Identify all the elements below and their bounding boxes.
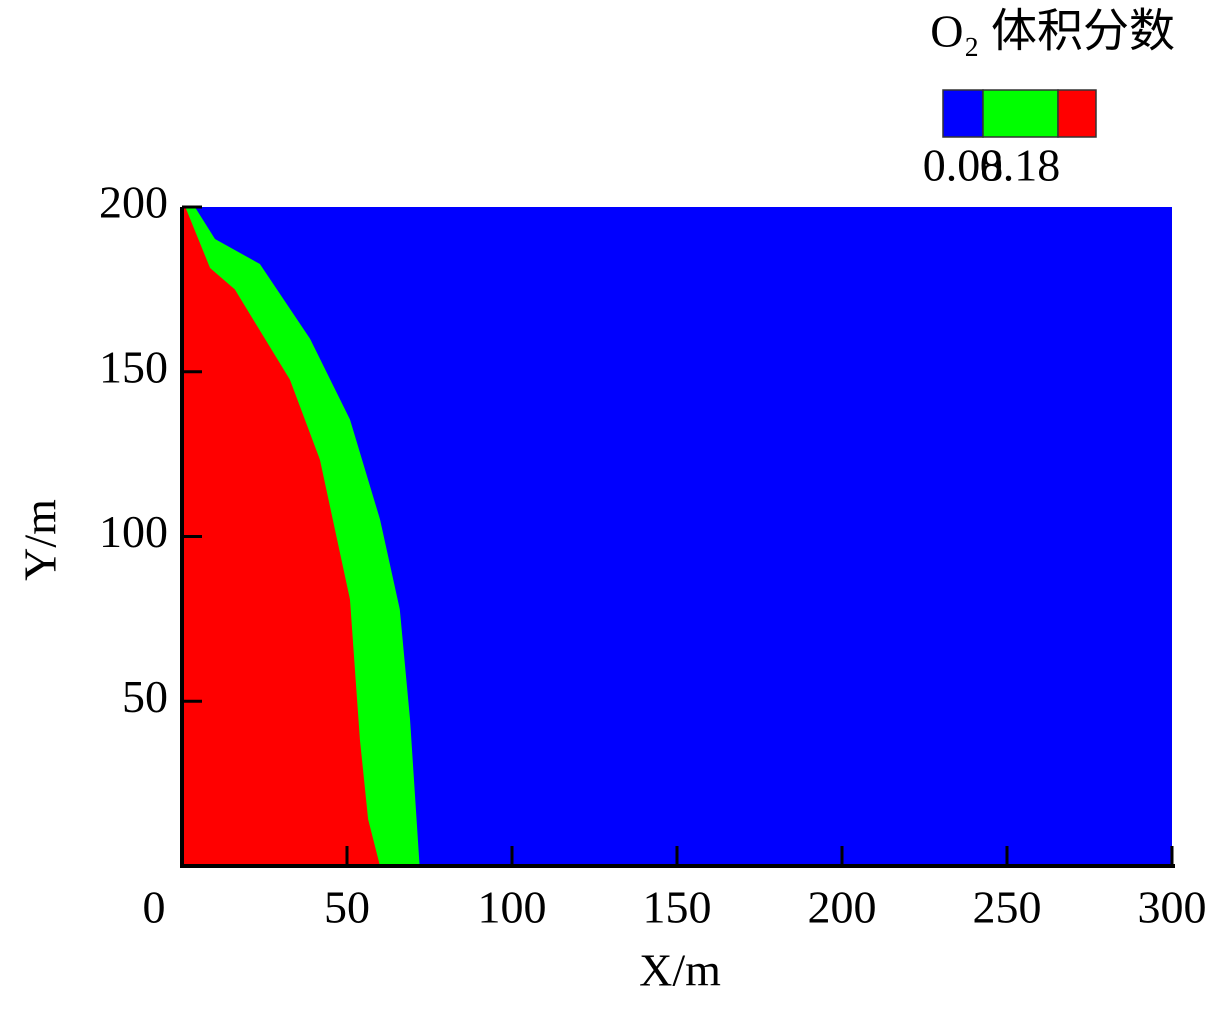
x-tick-label: 300: [1138, 882, 1207, 933]
x-tick-label: 0: [143, 882, 166, 933]
y-axis-label: Y/m: [15, 499, 66, 581]
y-tick-label: 50: [122, 671, 168, 722]
legend-title: O₂ 体积分数: [930, 6, 1175, 57]
contour-region: [182, 207, 380, 866]
x-axis-label: X/m: [639, 945, 721, 996]
legend-level-label: 0.08: [923, 140, 1004, 191]
legend-swatch: [1057, 89, 1097, 138]
x-tick-label: 50: [324, 882, 370, 933]
x-tick-label: 150: [643, 882, 712, 933]
y-tick-label: 200: [99, 177, 168, 228]
y-tick-label: 100: [99, 506, 168, 557]
y-tick-label: 150: [99, 341, 168, 392]
x-tick-label: 200: [808, 882, 877, 933]
legend-swatch: [982, 89, 1059, 138]
legend-swatch: [942, 89, 984, 138]
legend-level-label: 0.18: [980, 140, 1061, 191]
x-tick-label: 250: [973, 882, 1042, 933]
x-tick-label: 100: [478, 882, 547, 933]
